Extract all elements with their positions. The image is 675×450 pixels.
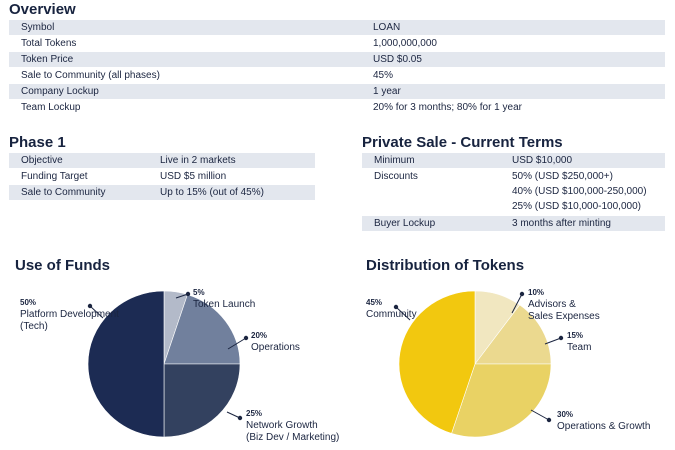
- overview-label: Symbol: [21, 22, 55, 33]
- funds-text-2: (Tech): [20, 321, 48, 332]
- tokens-text: Community: [366, 309, 417, 320]
- tokens-slice: [451, 363, 552, 438]
- phase1-label: Objective: [21, 155, 63, 166]
- funds-slice: [87, 290, 165, 438]
- tokens-label-community: 45% Community: [366, 297, 417, 321]
- funds-leader-dot: [243, 335, 249, 341]
- private-sale-row: Minimum USD $10,000: [362, 153, 665, 168]
- funds-chart-title: Use of Funds: [15, 257, 111, 274]
- funds-text-2: (Biz Dev / Marketing): [246, 432, 340, 443]
- overview-label: Token Price: [21, 54, 74, 65]
- funds-pct: 5%: [193, 288, 205, 297]
- tokens-label-advisors: 10% Advisors & Sales Expenses: [528, 287, 600, 323]
- tokens-label-team: 15% Team: [567, 330, 591, 354]
- private-sale-label: Buyer Lockup: [374, 218, 436, 229]
- funds-leader-dot: [87, 303, 93, 309]
- funds-label-operations: 20% Operations: [251, 330, 300, 354]
- tokens-leader-dot: [393, 304, 399, 310]
- tokens-text: Operations & Growth: [557, 421, 651, 432]
- phase1-value: Up to 15% (out of 45%): [160, 187, 264, 198]
- funds-label-platform: 50% Platform Development (Tech): [20, 297, 119, 333]
- discount-item: 25% (USD $10,000-100,000): [512, 201, 641, 212]
- tokens-leader-line: [544, 337, 562, 345]
- funds-text: Token Launch: [193, 299, 256, 310]
- overview-value: USD $0.05: [373, 54, 422, 65]
- overview-title: Overview: [9, 1, 76, 18]
- funds-pct: 50%: [20, 298, 37, 307]
- funds-label-network-growth: 25% Network Growth (Biz Dev / Marketing): [246, 408, 339, 444]
- private-sale-row: Buyer Lockup 3 months after minting: [362, 216, 665, 231]
- funds-text: Platform Development: [20, 309, 119, 320]
- tokens-leader-line: [530, 409, 550, 421]
- overview-row: Sale to Community (all phases) 45%: [9, 68, 665, 83]
- private-sale-value: USD $10,000: [512, 155, 573, 166]
- tokens-pct: 45%: [366, 298, 383, 307]
- funds-leader-line: [227, 337, 247, 350]
- tokens-leader-line: [511, 293, 523, 314]
- overview-row: Symbol LOAN: [9, 20, 665, 35]
- tokens-pct: 10%: [528, 288, 545, 297]
- private-sale-row: Discounts 50% (USD $250,000+) 40% (USD $…: [362, 169, 665, 215]
- funds-text: Operations: [251, 342, 300, 353]
- private-sale-value: 3 months after minting: [512, 218, 611, 229]
- tokens-text: Team: [567, 342, 592, 353]
- overview-value: LOAN: [373, 22, 401, 33]
- overview-label: Team Lockup: [21, 102, 81, 113]
- phase1-title: Phase 1: [9, 134, 66, 151]
- overview-label: Total Tokens: [21, 38, 77, 49]
- tokens-leader-dot: [519, 291, 525, 297]
- private-sale-label: Minimum: [374, 155, 415, 166]
- tokens-leader-line: [395, 306, 411, 321]
- phase1-label: Funding Target: [21, 171, 88, 182]
- overview-row: Total Tokens 1,000,000,000: [9, 36, 665, 51]
- overview-row: Token Price USD $0.05: [9, 52, 665, 67]
- tokens-leader-dot: [558, 335, 564, 341]
- overview-value: 1,000,000,000: [373, 38, 437, 49]
- tokens-pct: 30%: [557, 410, 574, 419]
- tokens-text-2: Sales Expenses: [528, 311, 600, 322]
- funds-pct: 20%: [251, 331, 268, 340]
- tokens-slice: [398, 290, 476, 434]
- tokens-text: Advisors &: [528, 299, 576, 310]
- private-sale-title: Private Sale - Current Terms: [362, 134, 563, 151]
- overview-value: 45%: [373, 70, 394, 81]
- discount-item: 50% (USD $250,000+): [512, 171, 613, 182]
- funds-leader-line: [226, 411, 241, 419]
- tokens-slice: [474, 304, 552, 365]
- funds-leader-dot: [237, 415, 243, 421]
- overview-value: 1 year: [373, 86, 401, 97]
- overview-row: Team Lockup 20% for 3 months; 80% for 1 …: [9, 100, 665, 115]
- phase1-label: Sale to Community: [21, 187, 106, 198]
- phase1-row: Objective Live in 2 markets: [9, 153, 315, 168]
- funds-leader-dot: [185, 291, 191, 297]
- overview-label: Company Lockup: [21, 86, 99, 97]
- overview-value: 20% for 3 months; 80% for 1 year: [373, 102, 522, 113]
- tokens-chart-title: Distribution of Tokens: [366, 257, 525, 274]
- overview-label: Sale to Community (all phases): [21, 70, 160, 81]
- overview-row: Company Lockup 1 year: [9, 84, 665, 99]
- private-sale-label: Discounts: [374, 171, 418, 182]
- funds-text: Network Growth: [246, 420, 318, 431]
- tokens-label-operations: 30% Operations & Growth: [557, 409, 650, 433]
- discount-item: 40% (USD $100,000-250,000): [512, 186, 647, 197]
- tokens-leader-dot: [546, 417, 552, 423]
- funds-pct: 25%: [246, 409, 263, 418]
- tokens-pct: 15%: [567, 331, 584, 340]
- funds-slice: [163, 363, 241, 438]
- funds-slice: [163, 294, 241, 365]
- phase1-value: USD $5 million: [160, 171, 227, 182]
- phase1-row: Funding Target USD $5 million: [9, 169, 315, 184]
- phase1-row: Sale to Community Up to 15% (out of 45%): [9, 185, 315, 200]
- phase1-value: Live in 2 markets: [160, 155, 236, 166]
- funds-label-token-launch: 5% Token Launch: [193, 287, 255, 311]
- funds-leader-line: [89, 305, 104, 319]
